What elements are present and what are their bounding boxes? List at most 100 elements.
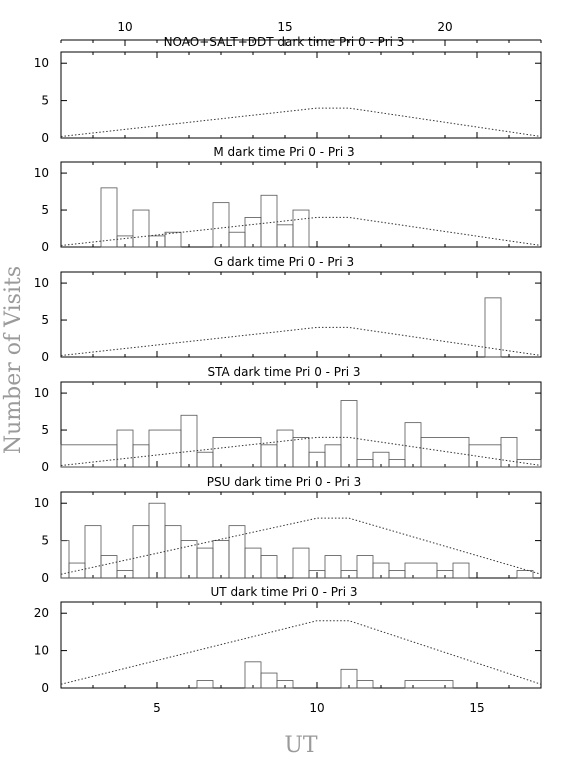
histogram-bin xyxy=(164,525,182,579)
histogram-bin xyxy=(212,540,230,579)
panel-6: UT dark time Pri 0 - Pri 3 0 10 20 xyxy=(34,585,542,695)
y-tick-label: 10 xyxy=(34,56,49,70)
histogram-bin xyxy=(212,437,262,468)
histogram-bin xyxy=(356,680,374,689)
histogram-bin xyxy=(180,414,198,468)
y-axis-title: Number of Visits xyxy=(1,266,26,454)
y-tick-label: 10 xyxy=(34,276,49,290)
y-tick-label: 5 xyxy=(41,94,49,108)
histogram-bin xyxy=(388,459,406,468)
histogram-bin xyxy=(404,562,438,579)
y-tick-label: 0 xyxy=(41,240,49,254)
panel-frame xyxy=(60,271,542,358)
y-tick-label: 5 xyxy=(41,534,49,548)
panel-title: STA dark time Pri 0 - Pri 3 xyxy=(207,365,360,379)
histogram-bin xyxy=(340,668,358,689)
histogram-bin xyxy=(196,451,214,468)
histogram-bin xyxy=(196,547,214,579)
y-tick-label: 5 xyxy=(41,203,49,217)
histogram-bin xyxy=(148,429,182,468)
histogram-bin xyxy=(420,437,470,468)
histogram-bin xyxy=(276,224,294,248)
panel-title: G dark time Pri 0 - Pri 3 xyxy=(214,255,354,269)
y-tick-label: 0 xyxy=(41,350,49,364)
histogram-bin xyxy=(356,555,374,579)
histogram-bin xyxy=(388,570,406,579)
histogram-bin xyxy=(100,187,118,248)
y-tick-label: 10 xyxy=(34,386,49,400)
panel-title: M dark time Pri 0 - Pri 3 xyxy=(213,145,354,159)
histogram-bin xyxy=(244,217,262,248)
panel-frame xyxy=(60,601,542,689)
y-tick-label: 0 xyxy=(41,131,49,145)
panels: NOAO+SALT+DDT dark time Pri 0 - Pri 3 0 5 1… xyxy=(34,35,542,695)
bottom-axis-tick-label: 10 xyxy=(309,701,324,715)
histogram-bin xyxy=(132,444,150,468)
panel-2: M dark time Pri 0 - Pri 3 0 5 10 xyxy=(34,145,542,254)
panel-5: PSU dark time Pri 0 - Pri 3 0 5 10 xyxy=(34,475,542,585)
histogram-bin xyxy=(324,444,342,468)
dotted-line xyxy=(60,107,542,138)
histogram-bin xyxy=(244,547,262,579)
x-axis-title: UT xyxy=(284,733,318,758)
histogram-bin xyxy=(468,444,502,468)
top-axis-tick-label: 20 xyxy=(437,20,452,34)
histogram-bin xyxy=(260,555,278,579)
histogram-bin xyxy=(260,194,278,248)
top-axis-tick-label: 10 xyxy=(117,20,132,34)
histogram-bin xyxy=(516,459,542,468)
dotted-line xyxy=(60,326,542,357)
y-tick-label: 20 xyxy=(34,606,49,620)
histogram-bin xyxy=(60,540,70,579)
histogram-bin xyxy=(292,547,310,579)
histogram-bin xyxy=(516,570,534,579)
histogram-bin xyxy=(132,209,150,248)
y-tick-label: 0 xyxy=(41,681,49,695)
histogram-bin xyxy=(84,525,102,579)
histogram-bin xyxy=(260,672,278,689)
panel-title: UT dark time Pri 0 - Pri 3 xyxy=(211,585,358,599)
histogram-bin xyxy=(180,540,198,579)
bottom-axis-tick-label: 5 xyxy=(153,701,161,715)
histogram-bin xyxy=(244,661,262,689)
histogram-bin xyxy=(292,437,310,468)
histogram-bin xyxy=(60,444,118,468)
histogram-bin xyxy=(68,562,86,579)
y-tick-label: 10 xyxy=(34,166,49,180)
panel-title: NOAO+SALT+DDT dark time Pri 0 - Pri 3 xyxy=(164,35,405,49)
histogram-bin xyxy=(100,555,118,579)
dotted-line xyxy=(60,436,542,467)
panel-1: NOAO+SALT+DDT dark time Pri 0 - Pri 3 0 5 1… xyxy=(34,35,542,145)
y-tick-label: 5 xyxy=(41,313,49,327)
panel-3: G dark time Pri 0 - Pri 3 0 5 10 xyxy=(34,255,542,364)
y-tick-label: 5 xyxy=(41,423,49,437)
histogram-bin xyxy=(228,525,246,579)
panel-title: PSU dark time Pri 0 - Pri 3 xyxy=(207,475,362,489)
histogram-bin xyxy=(196,680,214,689)
y-tick-label: 0 xyxy=(41,571,49,585)
panel-4: STA dark time Pri 0 - Pri 3 0 5 10 xyxy=(34,365,542,474)
histogram-bin xyxy=(340,400,358,468)
bottom-axis: 5 10 15 xyxy=(153,701,484,715)
dotted-line xyxy=(60,620,542,685)
y-tick-label: 10 xyxy=(34,644,49,658)
histogram-bin xyxy=(356,459,374,468)
histogram-bin xyxy=(500,437,518,468)
histogram-bin xyxy=(116,429,134,468)
histogram-bin xyxy=(164,231,182,248)
histogram-bin xyxy=(404,422,422,468)
histogram-bin xyxy=(212,202,230,248)
histogram-bin xyxy=(132,525,150,579)
histogram-bin xyxy=(260,444,278,468)
histogram-bin xyxy=(228,231,246,248)
histogram-bin xyxy=(484,297,502,358)
histogram-bin xyxy=(452,562,470,579)
top-axis-tick-label: 15 xyxy=(277,20,292,34)
top-axis: 10 15 20 xyxy=(60,20,542,46)
histogram-bin xyxy=(148,502,166,579)
panel-frame xyxy=(60,51,542,139)
histogram-bin xyxy=(324,555,342,579)
histogram-bin xyxy=(292,209,310,248)
histogram-bin xyxy=(276,680,294,689)
